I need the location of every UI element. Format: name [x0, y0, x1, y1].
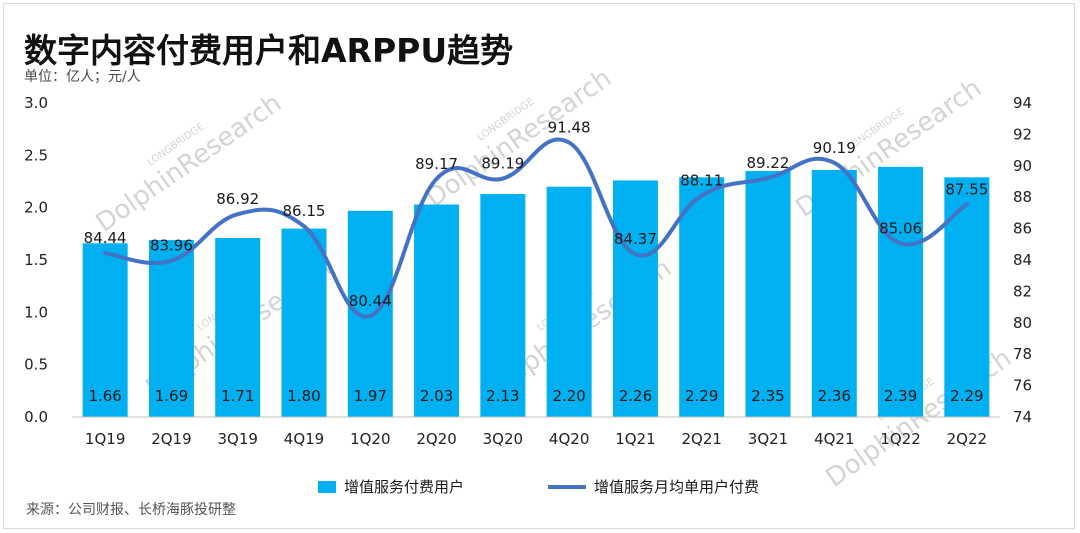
bar-2Q19 — [148, 240, 194, 417]
legend-bar-label: 增值服务付费用户 — [344, 478, 464, 496]
bar-value-label: 2.29 — [950, 387, 983, 405]
legend-line-label: 增值服务月均单用户付费 — [594, 478, 759, 496]
right-y-tick-label: 82 — [1013, 282, 1032, 300]
right-y-tick-label: 74 — [1013, 408, 1032, 426]
bar-4Q19 — [281, 228, 327, 417]
line-value-label: 88.11 — [680, 171, 723, 189]
arppu-line — [103, 137, 969, 319]
bar-1Q22 — [878, 166, 924, 417]
x-tick-label: 1Q21 — [615, 430, 655, 448]
x-tick-label: 1Q20 — [350, 430, 390, 448]
right-y-tick-label: 90 — [1013, 157, 1032, 175]
line-value-label: 89.19 — [481, 155, 524, 173]
line-value-label: 84.37 — [614, 230, 657, 248]
line-value-label: 84.44 — [84, 229, 127, 247]
line-value-label: 89.17 — [415, 155, 458, 173]
right-y-tick-label: 76 — [1013, 377, 1032, 395]
bar-3Q20 — [480, 194, 526, 417]
bar-value-label: 1.71 — [221, 387, 254, 405]
left-y-tick-label: 0.0 — [24, 408, 48, 426]
line-value-label: 80.44 — [349, 292, 392, 310]
right-y-tick-label: 78 — [1013, 345, 1032, 363]
right-y-tick-label: 94 — [1013, 94, 1032, 112]
chart-unit-subtitle: 单位：亿人；元/人 — [24, 69, 141, 85]
right-y-tick-label: 86 — [1013, 220, 1032, 238]
bar-3Q21 — [745, 171, 791, 417]
line-value-label: 86.92 — [216, 190, 259, 208]
x-tick-label: 4Q21 — [814, 430, 854, 448]
bar-value-label: 2.36 — [818, 387, 851, 405]
x-tick-label: 1Q22 — [880, 430, 920, 448]
right-y-tick-label: 84 — [1013, 251, 1032, 269]
bar-value-label: 1.69 — [155, 387, 188, 405]
bar-2Q22 — [944, 177, 990, 417]
right-y-tick-label: 92 — [1013, 125, 1032, 143]
left-y-tick-label: 2.0 — [24, 199, 48, 217]
chart-frame — [3, 3, 1075, 529]
x-tick-label: 2Q21 — [681, 430, 721, 448]
left-y-tick-label: 3.0 — [24, 94, 48, 112]
x-tick-label: 4Q20 — [549, 430, 589, 448]
bar-series: 1.66 1.69 1.71 1.80 1.97 2.03 2.13 2.20 2.26 2.29… — [82, 166, 990, 417]
legend: 增值服务付费用户 增值服务月均单用户付费 — [318, 478, 759, 496]
bar-value-label: 2.35 — [751, 387, 784, 405]
chart-title: 数字内容付费用户和ARPPU趋势 — [24, 31, 514, 70]
x-tick-label: 2Q20 — [416, 430, 456, 448]
bar-value-label: 2.26 — [619, 387, 652, 405]
bar-3Q19 — [215, 238, 261, 417]
left-y-tick-label: 2.5 — [24, 146, 48, 164]
legend-bar-swatch — [318, 481, 336, 493]
bar-value-label: 2.39 — [884, 387, 917, 405]
bar-4Q21 — [811, 169, 857, 417]
bar-value-label: 2.29 — [685, 387, 718, 405]
bar-value-label: 1.66 — [88, 387, 121, 405]
x-tick-label: 2Q22 — [947, 430, 987, 448]
bar-value-label: 2.13 — [486, 387, 519, 405]
x-tick-label: 4Q19 — [284, 430, 324, 448]
bar-value-label: 2.03 — [420, 387, 453, 405]
bar-2Q21 — [679, 177, 725, 417]
left-y-tick-label: 1.5 — [24, 251, 48, 269]
source-note: 来源：公司财报、长桥海豚投研整 — [26, 502, 236, 518]
bar-2Q20 — [414, 204, 460, 417]
x-tick-label: 3Q19 — [217, 430, 257, 448]
left-y-tick-label: 0.5 — [24, 356, 48, 374]
line-value-label: 91.48 — [548, 119, 591, 137]
bar-4Q20 — [546, 186, 592, 417]
x-tick-label: 2Q19 — [151, 430, 191, 448]
left-y-tick-label: 1.0 — [24, 303, 48, 321]
watermark-large-text: DolphinResearch — [91, 88, 288, 238]
line-series: 84.44 83.96 86.92 86.15 80.44 89.17 89.19 91.48… — [84, 119, 988, 319]
line-value-label: 85.06 — [879, 219, 922, 237]
right-y-tick-label: 88 — [1013, 188, 1032, 206]
x-tick-label: 3Q21 — [748, 430, 788, 448]
x-tick-label: 1Q19 — [85, 430, 125, 448]
x-tick-label: 3Q20 — [483, 430, 523, 448]
bar-value-label: 2.20 — [552, 387, 585, 405]
right-y-tick-label: 80 — [1013, 314, 1032, 332]
line-value-label: 86.15 — [283, 202, 326, 220]
bar-value-label: 1.97 — [354, 387, 387, 405]
bar-1Q19 — [82, 243, 128, 417]
bar-1Q21 — [612, 180, 658, 417]
bar-value-label: 1.80 — [287, 387, 320, 405]
line-value-label: 83.96 — [150, 237, 193, 255]
line-value-label: 89.22 — [747, 154, 790, 172]
line-value-label: 87.55 — [945, 180, 988, 198]
axes: 1Q19 2Q19 3Q19 4Q19 1Q20 2Q20 3Q20 4Q20 1Q21 2Q21… — [24, 94, 1032, 448]
line-value-label: 90.19 — [813, 139, 856, 157]
